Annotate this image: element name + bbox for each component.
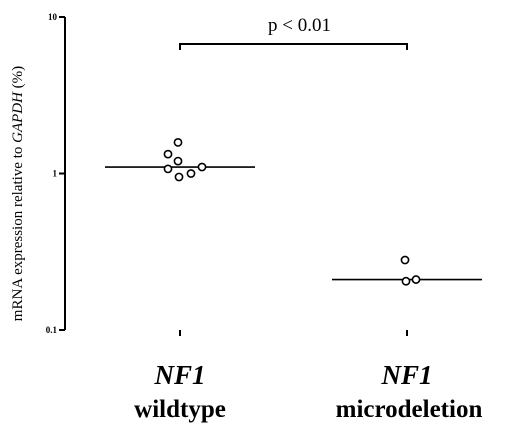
- p-value-annotation: p < 0.01: [268, 15, 331, 36]
- category-gene-microdeletion: NF1: [380, 360, 432, 390]
- y-tick-label: 0.1: [46, 325, 58, 335]
- significance-bracket: p < 0.01: [179, 15, 408, 50]
- data-point: [411, 275, 421, 284]
- data-groups: [105, 138, 482, 286]
- data-point: [173, 156, 183, 166]
- y-axis-label-prefix: mRNA expression relative to: [10, 143, 26, 321]
- data-point: [400, 255, 410, 265]
- y-axis-label-suffix: (%): [10, 66, 26, 92]
- x-axis-labels: NF1 wildtype NF1 microdeletion: [134, 330, 482, 423]
- y-tick-label: 10: [48, 12, 58, 22]
- data-point: [163, 149, 173, 159]
- group-wildtype: [105, 138, 255, 182]
- category-gene-wildtype: NF1: [153, 360, 205, 390]
- bracket-line: [179, 43, 408, 50]
- y-axis-label-gene: GAPDH: [10, 91, 26, 143]
- category-label-microdeletion: microdeletion: [336, 396, 483, 423]
- data-point: [186, 169, 196, 178]
- data-point: [197, 162, 207, 172]
- group-microdeletion: [332, 255, 482, 286]
- y-tick-label: 1: [53, 169, 58, 179]
- data-point: [163, 164, 173, 174]
- y-axis: 0.1 1 10: [46, 12, 66, 335]
- data-point: [173, 138, 183, 147]
- data-point: [401, 276, 411, 286]
- data-point: [174, 172, 184, 182]
- y-axis-label: mRNA expression relative to GAPDH (%): [10, 66, 26, 321]
- category-label-wildtype: wildtype: [134, 396, 226, 423]
